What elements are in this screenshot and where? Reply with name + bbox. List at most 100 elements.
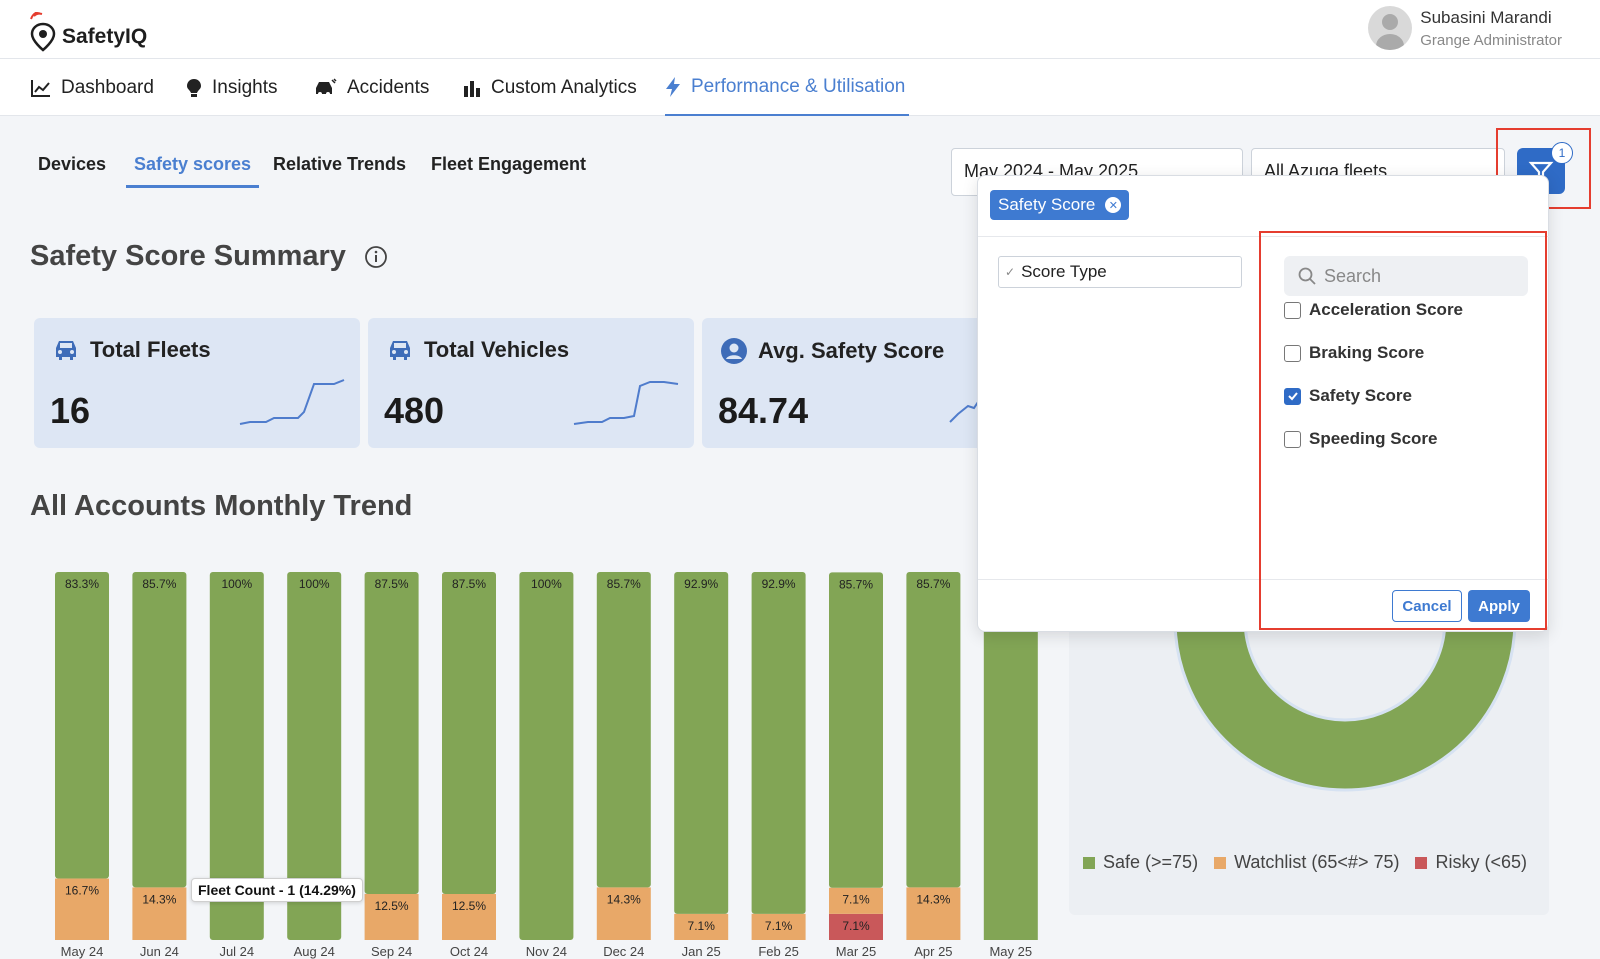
bar-data-label: 7.1%: [842, 919, 870, 933]
nav-custom-analytics[interactable]: Custom Analytics: [463, 59, 637, 116]
bar-segment[interactable]: [829, 572, 883, 888]
nav-label: Performance & Utilisation: [691, 75, 906, 97]
divider: [978, 236, 1550, 237]
bar-segment[interactable]: [674, 913, 729, 940]
bar-segment[interactable]: [442, 894, 496, 940]
legend-item-safe[interactable]: Safe (>=75): [1083, 852, 1198, 873]
option-braking-score[interactable]: Braking Score: [1284, 343, 1424, 363]
tab-fleet-engagement[interactable]: Fleet Engagement: [431, 154, 587, 174]
nav-label: Insights: [212, 76, 278, 98]
legend-swatch: [1415, 856, 1428, 869]
bar-data-label: 7.1%: [688, 919, 716, 933]
option-label: Braking Score: [1309, 343, 1425, 362]
bar-segment[interactable]: [132, 887, 187, 940]
tab-relative-trends[interactable]: Relative Trends: [273, 154, 407, 174]
bar-segment[interactable]: [906, 887, 961, 940]
legend-swatch: [1083, 856, 1095, 869]
check-icon: [1287, 392, 1298, 401]
apply-button[interactable]: Apply: [1468, 590, 1530, 622]
bar-segment[interactable]: [829, 913, 883, 940]
close-icon[interactable]: ✕: [1105, 197, 1122, 213]
bar-data-label: 12.5%: [375, 899, 409, 913]
tab-safety-scores[interactable]: Safety scores: [126, 154, 260, 188]
card-total-fleets: Total Fleets 16: [34, 318, 360, 448]
bar-segment[interactable]: [209, 572, 264, 940]
active-filter-chip[interactable]: Safety Score ✕: [990, 190, 1130, 220]
legend-swatch: [1214, 856, 1227, 869]
x-tick-label: Jun 24: [140, 944, 179, 959]
sparkline: [239, 379, 345, 425]
card-title-row: Avg. Safety Score: [720, 337, 944, 365]
score-type-item[interactable]: ✓ Score Type: [998, 256, 1242, 288]
tab-devices[interactable]: Devices: [38, 154, 107, 174]
bar-segment[interactable]: [364, 572, 419, 894]
option-safety-score[interactable]: Safety Score: [1284, 386, 1412, 406]
checkbox-checked[interactable]: [1284, 387, 1301, 405]
bar-chart-icon: [464, 80, 480, 97]
bar-segment[interactable]: [674, 572, 729, 914]
x-tick-label: Oct 24: [450, 944, 488, 959]
avatar: [1368, 6, 1413, 50]
bar-segment[interactable]: [596, 572, 651, 888]
option-speeding-score[interactable]: Speeding Score: [1284, 429, 1437, 449]
checkbox[interactable]: [1284, 301, 1301, 319]
legend-item-risky[interactable]: Risky (<65): [1415, 852, 1527, 873]
nav-insights[interactable]: Insights: [186, 59, 277, 116]
bar-data-label: 14.3%: [607, 892, 641, 906]
option-acceleration-score[interactable]: Acceleration Score: [1284, 300, 1463, 320]
filter-count-badge: 1: [1551, 142, 1573, 164]
checkbox[interactable]: [1284, 344, 1301, 362]
nav-dashboard[interactable]: Dashboard: [31, 59, 154, 116]
bar-segment[interactable]: [55, 878, 109, 940]
car-icon: [390, 341, 410, 360]
user-circle-icon: [721, 338, 747, 364]
bar-data-label: 87.5%: [452, 577, 486, 591]
user-name: Subasini Marandi: [1420, 7, 1552, 27]
x-tick-label: Apr 25: [914, 944, 952, 959]
nav-label: Accidents: [347, 76, 430, 98]
x-tick-label: May 25: [989, 944, 1032, 959]
pin-logo-icon: [30, 12, 56, 52]
bar-segment[interactable]: [751, 913, 806, 940]
checkbox[interactable]: [1284, 430, 1301, 448]
nav-accidents[interactable]: Accidents: [313, 59, 429, 116]
search-icon: [1298, 267, 1316, 285]
app-logo[interactable]: SafetyIQ: [28, 8, 147, 52]
nav-label: Custom Analytics: [491, 76, 637, 98]
bar-data-label: 87.5%: [375, 577, 409, 591]
bar-segment[interactable]: [751, 572, 806, 914]
line-chart-icon: [31, 79, 50, 97]
sparkline: [573, 381, 679, 425]
bar-segment[interactable]: [442, 572, 496, 894]
search-input[interactable]: Search: [1284, 256, 1528, 296]
nav-performance-utilisation[interactable]: Performance & Utilisation: [665, 59, 910, 116]
legend-item-watchlist[interactable]: Watchlist (65<#> 75): [1214, 852, 1399, 873]
info-icon[interactable]: [364, 245, 388, 269]
cancel-button[interactable]: Cancel: [1392, 590, 1462, 622]
bar-segment[interactable]: [596, 887, 651, 940]
bar-segment[interactable]: [287, 572, 342, 940]
car-icon: [56, 341, 76, 360]
card-value: 84.74: [718, 390, 809, 431]
bar-segment[interactable]: [364, 894, 419, 940]
bar-data-label: 100%: [221, 577, 252, 591]
bar-segment[interactable]: [906, 572, 961, 888]
card-title: Total Fleets: [90, 337, 211, 362]
user-menu[interactable]: Subasini Marandi Grange Administrator: [1368, 6, 1562, 50]
bar-data-label: 92.9%: [684, 577, 718, 591]
bar-segment[interactable]: [983, 572, 1038, 940]
bar-data-label: 92.9%: [762, 577, 796, 591]
x-tick-label: Sep 24: [371, 944, 412, 959]
x-tick-label: Nov 24: [526, 944, 567, 959]
trend-title: All Accounts Monthly Trend: [30, 490, 413, 522]
bar-segment[interactable]: [55, 572, 109, 879]
bar-data-label: 12.5%: [452, 899, 486, 913]
x-tick-label: Feb 25: [758, 944, 798, 959]
bolt-icon: [666, 76, 680, 97]
bar-segment[interactable]: [829, 887, 883, 914]
legend-label: Watchlist (65<#> 75): [1234, 852, 1400, 872]
option-label: Acceleration Score: [1309, 300, 1464, 319]
bar-segment[interactable]: [519, 572, 574, 940]
card-value: 480: [384, 390, 445, 431]
bar-segment[interactable]: [132, 572, 187, 888]
